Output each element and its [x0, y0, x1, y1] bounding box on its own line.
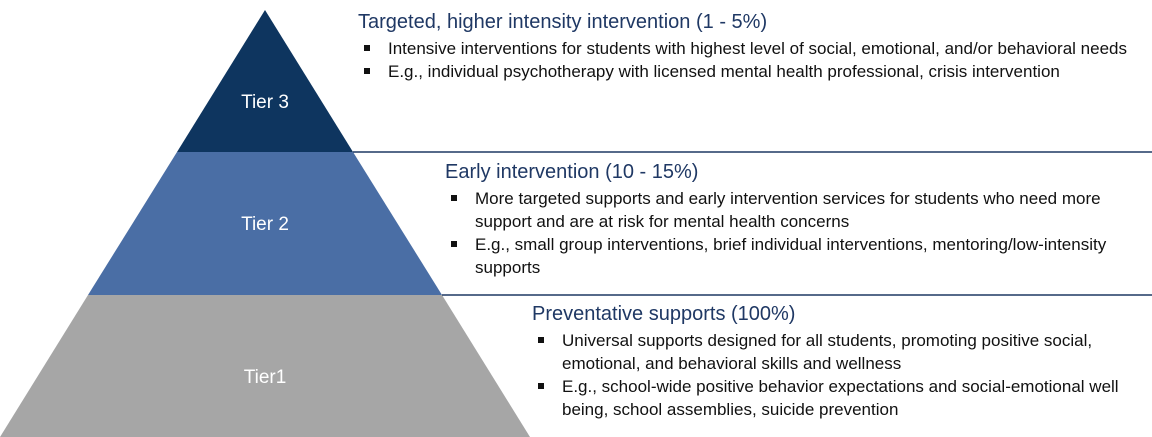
bullet-text: E.g., small group interventions, brief i…: [475, 235, 1107, 277]
tier-text: Early intervention (10 - 15%) More target…: [445, 160, 1145, 279]
tier-text: Preventative supports (100%) Universal su…: [532, 302, 1147, 421]
bullet-marker: [364, 45, 370, 51]
tier-label: Tier1: [244, 367, 287, 388]
bullet-marker: [538, 383, 544, 389]
bullet: E.g., school-wide positive behavior expe…: [532, 375, 1147, 421]
tier-label: Tier 3: [241, 92, 289, 113]
bullet-text: Universal supports designed for all stud…: [562, 331, 1093, 373]
bullet-marker: [451, 241, 457, 247]
tier-title: Preventative supports (100%): [532, 303, 796, 325]
bullet: E.g., individual psychotherapy with lice…: [358, 60, 1148, 83]
tier-3-shape: [177, 10, 353, 152]
tier-title: Targeted, higher intensity intervention …: [358, 11, 768, 33]
bullet-marker: [451, 195, 457, 201]
tier-2-shape: [88, 152, 442, 295]
bullet-marker: [364, 68, 370, 74]
tier-title: Early intervention (10 - 15%): [445, 161, 699, 183]
bullet-text: More targeted supports and early interve…: [475, 189, 1101, 231]
tier-label: Tier 2: [241, 214, 289, 235]
bullet-text: Intensive interventions for students wit…: [388, 39, 1127, 58]
tier-1-shape: [0, 295, 530, 437]
bullet: More targeted supports and early interve…: [445, 187, 1145, 233]
bullet-text: E.g., school-wide positive behavior expe…: [562, 377, 1119, 419]
bullet: E.g., small group interventions, brief i…: [445, 233, 1145, 279]
bullet: Intensive interventions for students wit…: [358, 37, 1148, 60]
bullet: Universal supports designed for all stud…: [532, 329, 1147, 375]
bullet-marker: [538, 337, 544, 343]
bullet-text: E.g., individual psychotherapy with lice…: [388, 62, 1060, 81]
tier-text: Targeted, higher intensity intervention …: [358, 10, 1148, 83]
